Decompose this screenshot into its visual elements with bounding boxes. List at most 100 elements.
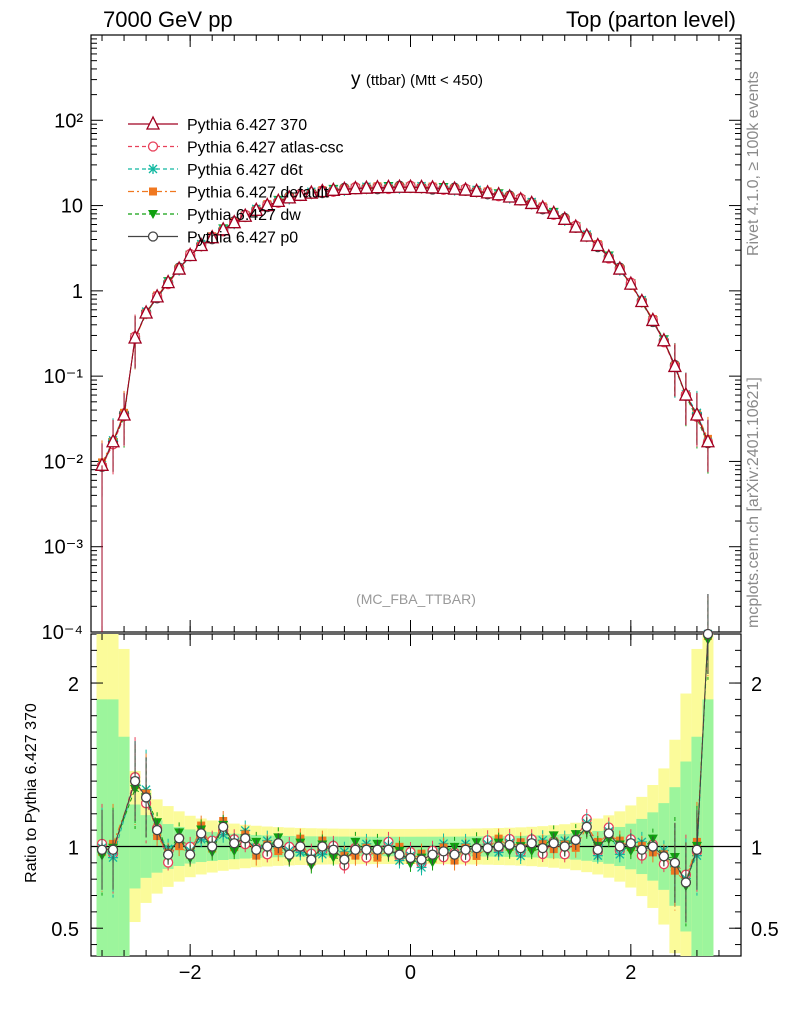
ratio-tick-label-right: 2 [751,674,762,696]
legend-marker [145,115,161,130]
series-line [101,185,709,466]
data-point [359,179,374,194]
energy-label: 7000 GeV pp [103,7,233,32]
ratio-tick-label-right: 0.5 [751,919,779,941]
ratio-point [317,841,328,852]
data-point [590,237,605,252]
series-line [101,185,709,468]
series-line [101,185,709,466]
ratio-point [173,833,185,844]
ratio-point [592,844,603,855]
ratio-point [162,849,174,860]
legend-entry: Pythia 6.427 d6t [128,162,303,179]
ratio-point [581,821,592,833]
ratio-tick-label-right: 1 [751,837,762,859]
data-point [326,181,341,196]
data-point [678,386,693,401]
data-point [447,180,462,195]
legend-entry: Pythia 6.427 default [128,185,329,202]
data-point [557,210,572,225]
ratio-point [207,841,218,852]
ratio-point [416,854,427,865]
y-tick-label: 10⁻⁴ [42,622,83,644]
ratio-point [537,842,548,854]
data-point [392,178,407,193]
data-point [172,260,187,275]
ratio-point [647,841,659,852]
data-point [161,274,176,289]
data-point [535,199,550,214]
data-point [337,180,352,195]
data-point [546,204,561,220]
data-point [293,186,308,201]
data-point [216,221,231,236]
series-pythia-6-427-370 [94,178,716,496]
main-frame [90,34,742,633]
series-pythia-6-427-atlas-csc [96,180,714,496]
ratio-point [306,854,317,865]
data-point [381,179,396,194]
data-point [524,194,539,210]
legend-marker [148,164,158,174]
data-point [612,260,627,275]
ratio-point [140,792,152,803]
series-pythia-6-427-d6t [97,181,713,496]
data-point [249,201,264,216]
ratio-point [658,851,670,862]
legend-label: Pythia 6.427 default [187,185,329,202]
ratio-point [196,828,207,839]
series-line [101,185,709,468]
ratio-point [218,821,229,833]
ratio-point [284,849,295,860]
data-point [458,181,473,196]
ratio-tick-label: 0.5 [51,919,79,941]
y-tick-label: 10⁻³ [44,537,84,559]
legend-label: Pythia 6.427 p0 [187,230,298,247]
data-point [271,192,286,208]
ratio-point [702,628,714,640]
ratio-point [295,841,306,852]
legend-marker [147,231,159,242]
ratio-point [559,841,570,852]
process-label: Top (parton level) [566,7,736,32]
data-point [370,179,385,194]
ratio-point [383,844,394,855]
ratio-point [482,842,493,854]
ratio-point [504,839,515,851]
ratio-point [449,849,460,860]
ratio-point [328,844,339,855]
legend-label: Pythia 6.427 dw [187,207,301,224]
ratio-point [339,854,350,865]
ratio-point [129,775,141,787]
plot-title: y (ttbar) (Mtt < 450) [351,69,483,90]
data-point [315,183,330,198]
data-point [601,248,616,263]
data-point [194,237,209,252]
analysis-watermark: (MC_FBA_TTBAR) [356,591,476,607]
legend-entry: Pythia 6.427 p0 [128,230,298,247]
ratio-point [372,844,383,855]
ratio-point [669,857,681,868]
ratio-point [570,834,581,846]
data-point [116,406,132,421]
ratio-series-5 [96,594,714,923]
ratio-point [107,844,119,855]
ratio-point [691,844,703,855]
ratio-point [405,852,416,864]
ratio-point [603,828,614,839]
ratio-y-label: Ratio to Pythia 6.427 370 [23,703,40,883]
legend-entry: Pythia 6.427 370 [128,115,307,134]
ratio-point [240,833,251,844]
data-point [139,304,154,319]
data-point [700,433,716,448]
data-point [502,188,517,203]
data-point [568,218,583,233]
legend-marker [148,210,158,219]
ratio-point [438,846,449,857]
x-tick-label: −2 [179,962,202,984]
data-point [348,180,363,195]
legend-label: Pythia 6.427 atlas-csc [187,140,344,157]
ratio-point [548,838,559,849]
y-tick-label: 10² [54,110,83,132]
